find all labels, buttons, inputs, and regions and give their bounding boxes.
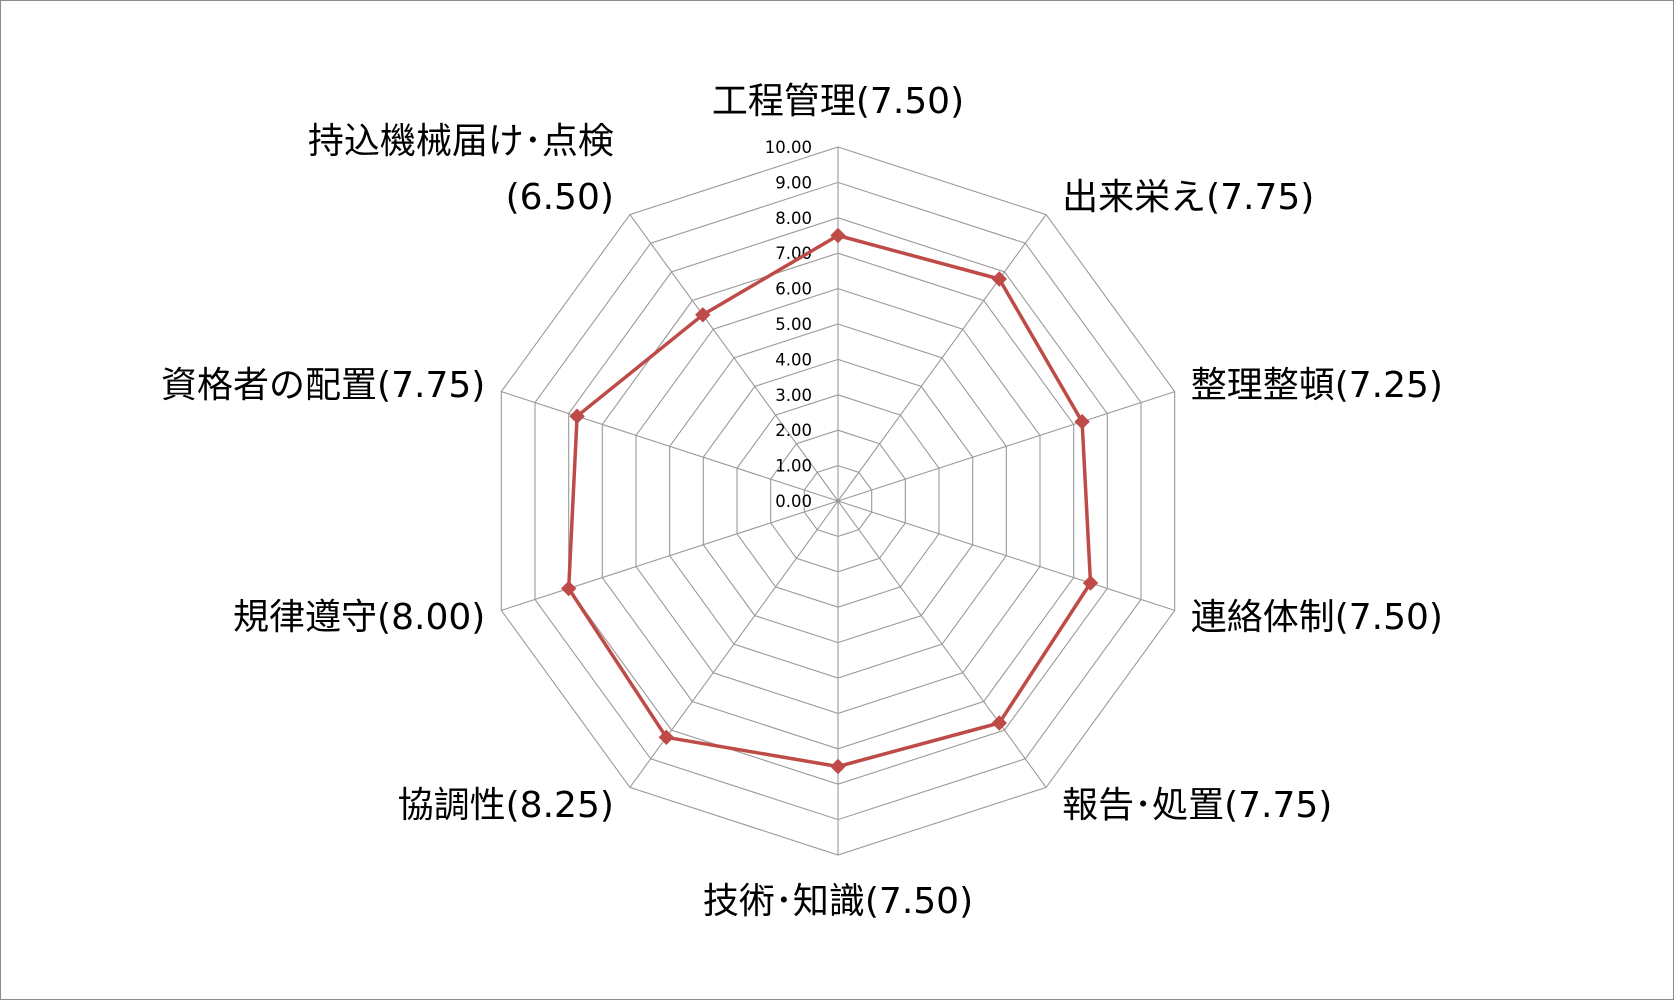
- category-label: 出来栄え(7.75): [1062, 177, 1314, 218]
- axis-spoke: [501, 391, 839, 502]
- tick-label: 5.00: [775, 315, 812, 334]
- category-name: 整理整頓: [1191, 365, 1335, 406]
- category-value: (7.50): [856, 81, 964, 122]
- data-point-marker: [830, 227, 846, 244]
- category-name: 協調性: [398, 785, 506, 826]
- data-point-marker: [1074, 413, 1090, 430]
- category-label: 工程管理(7.50): [712, 81, 964, 122]
- category-name: 持込機械届け･点検: [308, 121, 614, 162]
- category-value: (8.00): [377, 597, 485, 638]
- axis-spoke: [837, 214, 1047, 502]
- category-value: (7.75): [1224, 785, 1332, 826]
- category-value: (7.50): [1335, 597, 1443, 638]
- category-label: 連絡体制(7.50): [1191, 597, 1443, 638]
- category-name: 報告･処置: [1062, 785, 1224, 826]
- axis-spoke: [501, 500, 839, 611]
- category-value: (7.75): [377, 365, 485, 406]
- tick-label: 0.00: [775, 492, 812, 511]
- category-value: (7.25): [1335, 365, 1443, 406]
- category-labels: 工程管理(7.50)出来栄え(7.75)整理整頓(7.25)連絡体制(7.50)…: [161, 81, 1443, 922]
- data-point-marker: [560, 580, 577, 597]
- axis-spoke: [837, 391, 1175, 502]
- radial-axis-ticks: 0.00 1.00 2.00 3.00 4.00 5.00 6.00 7.00 8.00 9.00…: [765, 138, 812, 511]
- data-point-marker: [695, 307, 711, 323]
- category-label: 報告･処置(7.75): [1062, 785, 1332, 826]
- tick-label: 6.00: [775, 280, 812, 299]
- tick-label: 8.00: [775, 209, 812, 228]
- tick-label: 2.00: [775, 421, 812, 440]
- category-value: (6.50): [506, 177, 614, 218]
- tick-label: 1.00: [775, 457, 812, 476]
- tick-label: 3.00: [775, 386, 812, 405]
- series-line: [566, 233, 1093, 769]
- category-value: (8.25): [506, 785, 614, 826]
- tick-label: 10.00: [765, 138, 812, 157]
- category-label: 協調性(8.25): [398, 785, 614, 826]
- category-label: 資格者の配置(7.75): [161, 365, 485, 406]
- tick-label: 7.00: [775, 244, 812, 263]
- axis-spoke: [837, 500, 1175, 611]
- category-label: 持込機械届け･点検 (6.50): [308, 121, 614, 218]
- radar-grid: [500, 146, 1176, 856]
- data-point-marker: [991, 715, 1008, 731]
- data-point-marker: [830, 758, 846, 775]
- data-point-marker: [991, 271, 1008, 287]
- tick-label: 9.00: [775, 173, 812, 192]
- category-label: 整理整頓(7.25): [1191, 365, 1443, 406]
- category-value: (7.50): [865, 881, 973, 922]
- axis-spoke: [629, 500, 839, 788]
- data-point-marker: [1082, 575, 1099, 591]
- category-name: 連絡体制: [1191, 597, 1335, 638]
- category-name: 技術･知識: [703, 881, 865, 922]
- category-label: 技術･知識(7.50): [703, 881, 973, 922]
- category-value: (7.75): [1206, 177, 1314, 218]
- tick-label: 4.00: [775, 350, 812, 369]
- category-name: 工程管理: [712, 81, 856, 122]
- axis-spoke: [629, 214, 839, 502]
- category-name: 出来栄え: [1062, 177, 1206, 218]
- data-series: [560, 227, 1099, 775]
- category-label: 規律遵守(8.00): [233, 597, 485, 638]
- axis-spoke: [837, 500, 1047, 788]
- data-point-marker: [569, 408, 585, 424]
- category-name: 資格者の配置: [161, 365, 377, 406]
- data-point-marker: [658, 729, 675, 746]
- category-name: 規律遵守: [233, 597, 377, 638]
